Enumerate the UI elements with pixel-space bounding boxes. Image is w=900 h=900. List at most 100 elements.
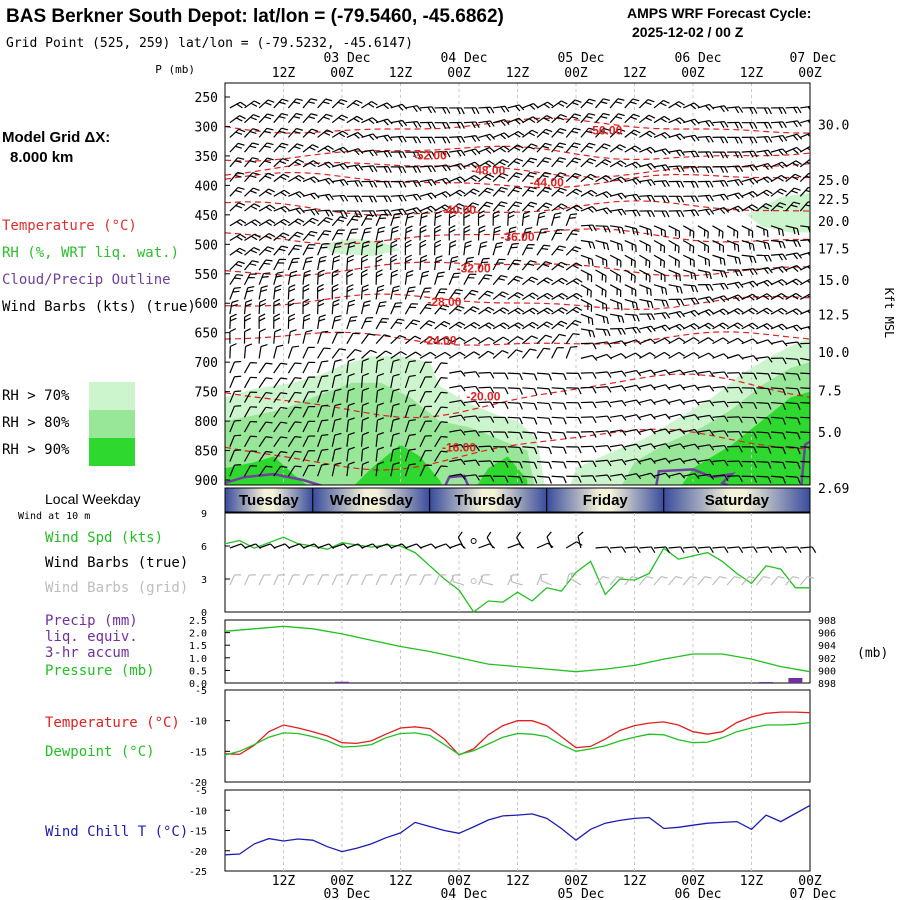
wind-barb (668, 298, 685, 306)
wind-barb (331, 388, 342, 403)
wind-barb (434, 406, 448, 418)
pressure-tick-label: 700 (195, 356, 218, 371)
rh-legend-label: RH > 80% (2, 415, 70, 431)
wind-barb (390, 194, 407, 202)
wind-barb (229, 419, 242, 433)
temp-contour (225, 373, 810, 419)
wind-barb (726, 239, 740, 252)
wind-barb (741, 475, 758, 483)
wind-barb (712, 308, 729, 316)
wind-barb (493, 431, 509, 439)
wind-barb (566, 416, 582, 424)
wind-barb (639, 428, 656, 435)
wind-barb (551, 229, 564, 241)
wind-barb (639, 313, 656, 321)
wind-barb (346, 284, 354, 300)
wind-barb (507, 144, 524, 153)
wind-barb (697, 208, 715, 216)
wind-barb (317, 448, 329, 462)
wind-barb (258, 259, 273, 271)
pressure-tick-label: 400 (195, 179, 218, 194)
wind-barb-true (457, 531, 465, 549)
wind-barb (610, 313, 625, 323)
time-tick-label: 12Z (506, 66, 530, 81)
precip-bar (788, 677, 803, 683)
wind-barb (595, 175, 612, 183)
wind-barb (668, 254, 680, 268)
grid-spacing-value: 8.000 km (10, 149, 73, 166)
wind-barb (448, 210, 456, 226)
wind-barb (376, 166, 392, 173)
wind-barb (624, 254, 636, 268)
wind-barbs-true-label: Wind Barbs (true) (45, 555, 188, 571)
wind-barb (273, 284, 282, 300)
wind-barb (624, 269, 636, 283)
wind-barb (463, 202, 480, 212)
wind-barb (243, 376, 258, 389)
wind-barb (565, 213, 578, 227)
wind-barb (712, 474, 729, 482)
wind-barb (697, 296, 715, 304)
wind-barb (273, 313, 281, 329)
date-label: 06 Dec (675, 887, 722, 900)
wind-barb (273, 232, 290, 241)
wind-barb (697, 458, 715, 466)
wind-barb (360, 431, 370, 447)
wind-barb (697, 444, 715, 451)
wind-barb (697, 103, 715, 111)
weekday-label: Wednesday (330, 492, 414, 509)
wind-barb (712, 459, 729, 467)
wind-barb (683, 384, 700, 391)
wind-barb (565, 278, 583, 286)
series-line (224, 711, 811, 756)
wind-barb (522, 416, 538, 425)
wind-barb (404, 211, 415, 226)
wind-barb (244, 219, 261, 227)
wind-barb (258, 406, 273, 418)
rh-legend: RH > 70% RH > 80% RH > 90% (2, 382, 135, 466)
wind-barb (360, 227, 372, 241)
wind-barb (360, 254, 369, 270)
wind-barb (390, 318, 405, 330)
wind-barb (741, 431, 758, 439)
wind-barb (697, 254, 711, 267)
wind-barb (536, 446, 552, 455)
wind-barb (668, 269, 681, 282)
precip-liq-label: liq. equiv. (45, 629, 138, 645)
wind-barb (712, 386, 729, 393)
wind-barb (434, 304, 450, 315)
wind-barb (653, 384, 671, 391)
wind-barb (390, 351, 407, 359)
temp-contour (225, 428, 810, 471)
wind-barb (317, 298, 325, 315)
wind-barb (244, 260, 259, 271)
wind-barb-grid (419, 574, 432, 586)
wind-barb (580, 430, 597, 438)
wind-barb (434, 239, 442, 256)
wind-barb (493, 401, 509, 409)
rh-legend-swatch (89, 438, 135, 466)
wind-barb (258, 313, 266, 329)
wind-barb-true (546, 531, 553, 549)
wind-barb (492, 186, 508, 197)
wind-barb (507, 372, 523, 381)
wind-barb (756, 162, 773, 171)
wind-barb (302, 176, 320, 184)
temp-contour-label: -56.00 (588, 124, 622, 138)
wind-barb (419, 192, 437, 200)
wind-barb (536, 475, 552, 484)
wind-barb (683, 180, 699, 188)
wind-barb (317, 177, 335, 185)
wind-barb (404, 404, 416, 418)
wind-barb (551, 142, 567, 153)
wind-barb (375, 213, 388, 227)
wind-barb (419, 361, 432, 374)
wind-barb (653, 254, 666, 268)
wind-barb (800, 460, 810, 463)
wind-barb (800, 308, 810, 316)
wind-barb (726, 322, 744, 330)
wind-barb (726, 307, 744, 315)
y2-tick-label: 900 (818, 666, 836, 677)
wind-barb (595, 430, 612, 437)
wind-barb (463, 322, 481, 330)
